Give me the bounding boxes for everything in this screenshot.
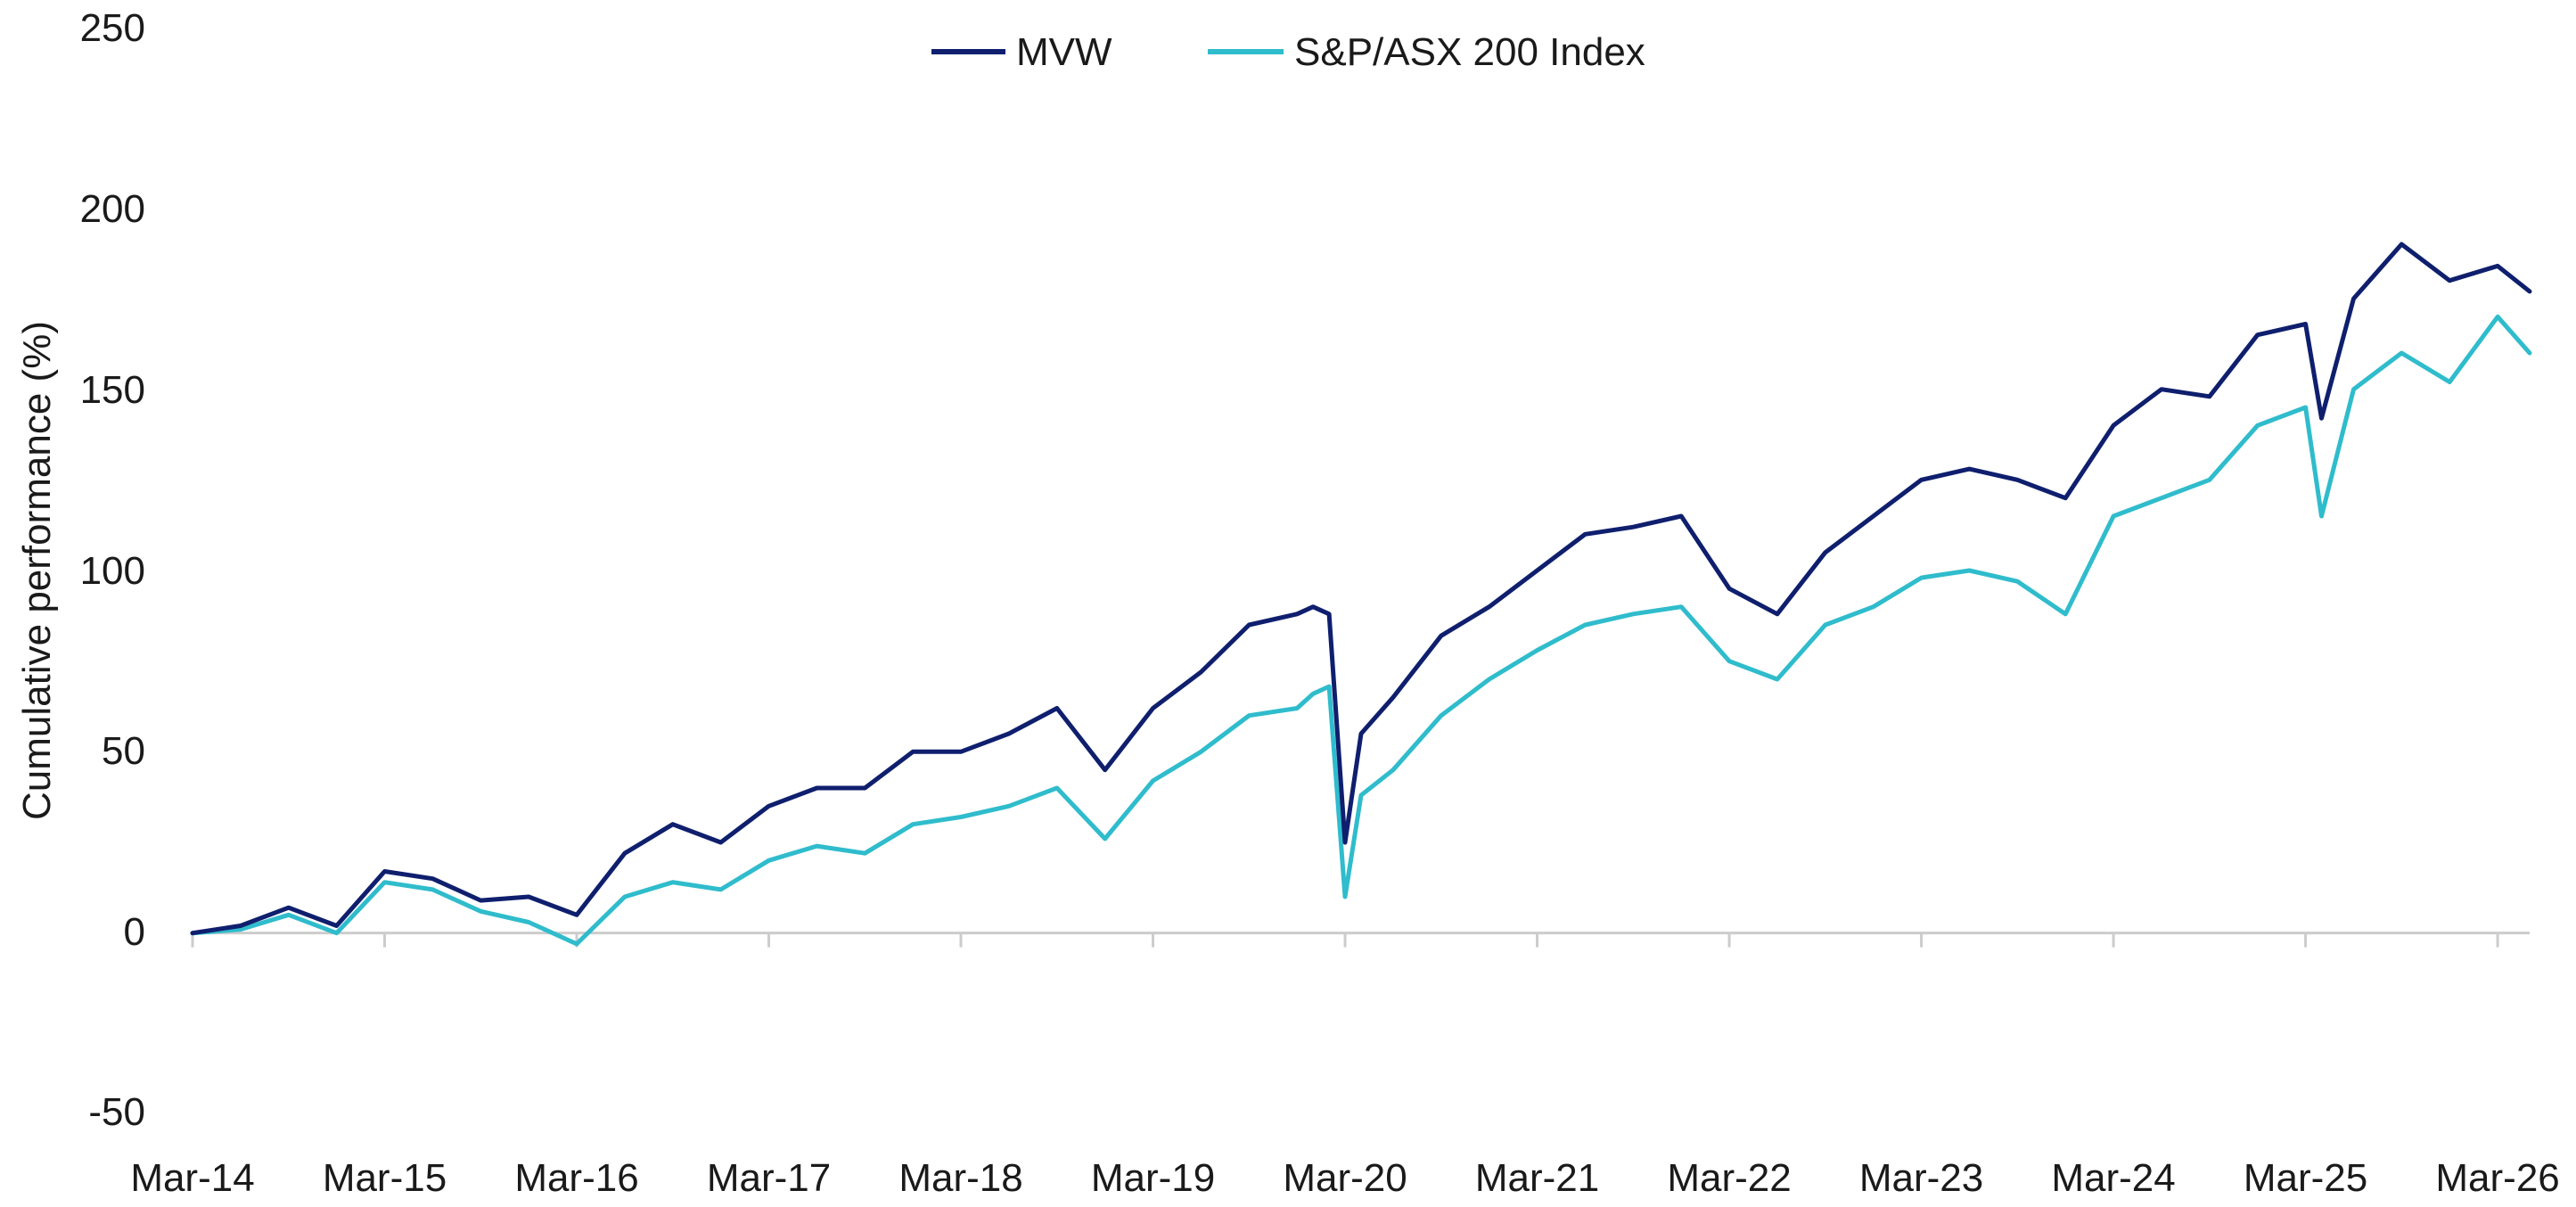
x-tick-label: Mar-14 [130, 1156, 254, 1200]
x-tick-label: Mar-17 [707, 1156, 831, 1200]
legend-label-mvw: MVW [1016, 30, 1112, 74]
x-tick-label: Mar-24 [2051, 1156, 2175, 1200]
series-line-mvw [190, 242, 2532, 936]
y-tick-label: -50 [88, 1090, 145, 1134]
x-tick-label: Mar-20 [1283, 1156, 1407, 1200]
x-tick-label: Mar-16 [514, 1156, 638, 1200]
y-axis-ticks: -50 0 50 100 150 200 250 [80, 6, 145, 1134]
series-line-asx200 [190, 314, 2532, 947]
series-lines [190, 242, 2532, 947]
x-tick-label: Mar-25 [2244, 1156, 2367, 1200]
y-tick-label: 50 [102, 729, 145, 773]
x-axis: Mar-14 Mar-15 Mar-16 Mar-17 Mar-18 Mar-19 Mar-… [130, 932, 2560, 1200]
legend: MVW S&P/ASX 200 Index [931, 30, 1645, 74]
x-tick-label: Mar-21 [1475, 1156, 1599, 1200]
y-tick-label: 100 [80, 549, 145, 593]
x-tick-label: Mar-22 [1667, 1156, 1791, 1200]
x-tick-label: Mar-23 [1859, 1156, 1983, 1200]
y-axis-title: Cumulative performance (%) [15, 321, 59, 820]
legend-label-asx200: S&P/ASX 200 Index [1294, 30, 1645, 74]
x-tick-label: Mar-15 [323, 1156, 447, 1200]
x-tick-label: Mar-18 [898, 1156, 1022, 1200]
y-tick-label: 150 [80, 368, 145, 412]
y-tick-label: 250 [80, 6, 145, 50]
y-tick-label: 0 [124, 910, 145, 954]
x-tick-label: Mar-19 [1091, 1156, 1215, 1200]
x-tick-label: Mar-26 [2435, 1156, 2559, 1200]
y-tick-label: 200 [80, 187, 145, 231]
